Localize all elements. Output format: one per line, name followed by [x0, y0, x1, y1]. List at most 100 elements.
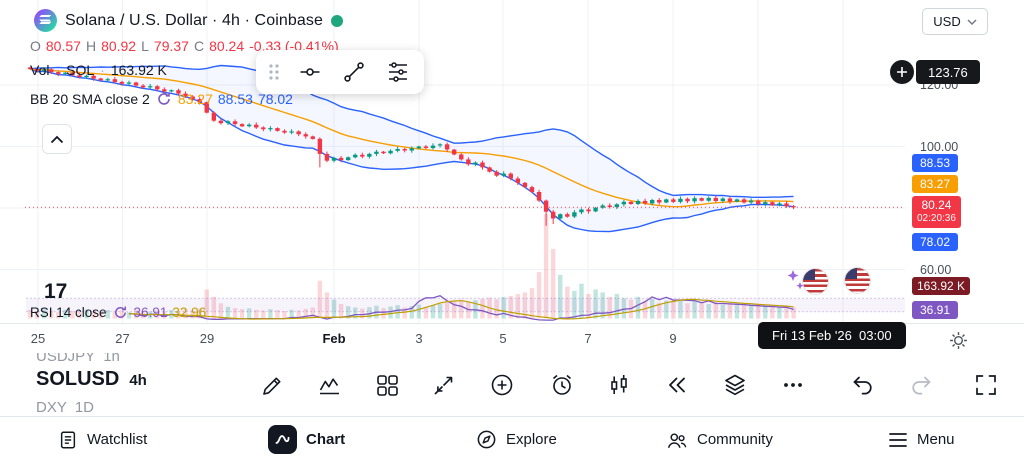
- indicators-button[interactable]: [314, 370, 344, 400]
- nav-explore-label: Explore: [506, 431, 557, 448]
- time-axis[interactable]: Fri 13 Feb '26 03:00 25 27 29 Feb 3 5 7 9: [0, 322, 1024, 353]
- indicator-sync-icon[interactable]: [112, 304, 129, 321]
- redo-button[interactable]: [906, 370, 936, 400]
- close-label: C: [193, 38, 205, 54]
- symbol-header[interactable]: Solana / U.S. Dollar · 4h · Coinbase: [34, 9, 343, 32]
- gear-icon: [949, 331, 967, 349]
- clipped-background-text: 17: [44, 280, 68, 303]
- draw-button[interactable]: [256, 370, 286, 400]
- nav-explore[interactable]: Explore: [476, 417, 557, 461]
- high-value: 80.92: [101, 38, 137, 54]
- nav-chart[interactable]: Chart: [268, 417, 345, 461]
- volume-symbol: SOL: [66, 62, 95, 78]
- volume-legend[interactable]: Vol · SOL · 163.92 K: [30, 62, 167, 78]
- object-tree-button[interactable]: [720, 370, 750, 400]
- add-button[interactable]: [487, 370, 517, 400]
- sparkle-event-icon[interactable]: [786, 268, 806, 294]
- add-alert-icon[interactable]: [890, 60, 914, 84]
- chart-icon: [268, 425, 297, 454]
- grid-layer: [0, 0, 905, 323]
- symbol-title: Solana / U.S. Dollar · 4h · Coinbase: [65, 11, 323, 29]
- symbol-carousel[interactable]: USDJPY 1h SOLUSD 4h DXY 1D: [36, 353, 226, 416]
- market-status-icon: [330, 14, 343, 27]
- rsi-ma-value: 32.96: [172, 305, 207, 320]
- chart-settings-button[interactable]: [946, 328, 970, 352]
- compass-icon: [477, 430, 496, 449]
- rsi-layer: [26, 294, 905, 321]
- compare-button[interactable]: [429, 370, 459, 400]
- solana-logo-icon: [34, 9, 57, 32]
- currency-value: USD: [933, 14, 961, 29]
- time-tick: 9: [669, 331, 677, 346]
- price-chart[interactable]: [0, 0, 1024, 330]
- time-tick: 3: [415, 331, 423, 346]
- trend-line-tool-button[interactable]: [340, 58, 368, 86]
- price-badge-bb-lower[interactable]: 78.02: [912, 233, 958, 251]
- volume-label: Vol: [30, 62, 50, 78]
- nav-chart-label: Chart: [306, 431, 346, 448]
- rsi-label: RSI 14 close: [30, 305, 107, 320]
- layout-grid-button[interactable]: [372, 370, 402, 400]
- horizontal-line-tool-button[interactable]: [296, 58, 324, 86]
- candles-layer: [27, 66, 796, 226]
- price-badge-bb-upper[interactable]: 88.53: [912, 154, 958, 172]
- indicator-sync-icon[interactable]: [155, 90, 173, 108]
- price-badge-rsi[interactable]: 36.91: [912, 301, 958, 319]
- nav-community[interactable]: Community: [666, 417, 773, 461]
- carousel-current-symbol[interactable]: SOLUSD 4h: [36, 368, 147, 390]
- chevron-up-icon: [50, 135, 64, 143]
- price-badge-last-price[interactable]: 80.24 02:20:36: [912, 196, 961, 228]
- more-button[interactable]: [778, 370, 808, 400]
- price-badge-bb-basis[interactable]: 83.27: [912, 175, 958, 193]
- fullscreen-button[interactable]: [971, 370, 1001, 400]
- low-label: L: [141, 38, 149, 54]
- hamburger-menu-icon: [889, 432, 907, 447]
- alerts-button[interactable]: [547, 370, 577, 400]
- carousel-prev-symbol[interactable]: USDJPY 1h: [36, 353, 120, 365]
- replay-button[interactable]: [662, 370, 692, 400]
- nav-menu-label: Menu: [917, 431, 955, 448]
- us-flag-event-icon[interactable]: [845, 268, 870, 293]
- undo-button[interactable]: [848, 370, 878, 400]
- crosshair-time-tooltip: Fri 13 Feb '26 03:00: [758, 322, 906, 349]
- bb-basis-value: 83.27: [177, 91, 213, 107]
- open-value: 80.57: [45, 38, 81, 54]
- time-tick: Feb: [322, 331, 346, 346]
- time-tick: 7: [584, 331, 592, 346]
- close-value: 80.24: [209, 38, 245, 54]
- bottom-navigation: Watchlist Chart Explore Community Menu: [0, 416, 1024, 461]
- chevron-down-icon: [967, 18, 977, 25]
- alert-price-badge[interactable]: 123.76: [890, 60, 980, 84]
- bollinger-legend[interactable]: BB 20 SMA close 2 83.27 88.53 78.02: [30, 90, 293, 108]
- price-axis-label: 60.00: [920, 262, 952, 277]
- rsi-value: 36.91: [133, 305, 168, 320]
- chart-toolbar: USDJPY 1h SOLUSD 4h DXY 1D: [0, 353, 1024, 416]
- collapse-legend-button[interactable]: [42, 124, 72, 154]
- price-badge-volume[interactable]: 163.92 K: [912, 277, 971, 295]
- drawing-toolbar[interactable]: [256, 50, 424, 94]
- currency-selector[interactable]: USD: [922, 8, 988, 35]
- bb-label: BB 20 SMA close 2: [30, 91, 150, 107]
- nav-watchlist-label: Watchlist: [87, 431, 148, 448]
- open-label: O: [30, 38, 41, 54]
- us-flag-event-icon[interactable]: [803, 269, 828, 294]
- watchlist-icon: [60, 431, 76, 448]
- price-axis-label: 100.00: [920, 139, 959, 154]
- alert-price-value: 123.76: [916, 60, 980, 84]
- bar-type-button[interactable]: [604, 370, 634, 400]
- carousel-next-symbol[interactable]: DXY 1D: [36, 399, 95, 416]
- nav-watchlist[interactable]: Watchlist: [58, 417, 147, 461]
- time-tick: 27: [115, 331, 130, 346]
- rsi-legend[interactable]: RSI 14 close 36.91 32.96: [30, 304, 206, 321]
- high-label: H: [85, 38, 97, 54]
- people-icon: [667, 432, 687, 448]
- drag-handle-icon[interactable]: [268, 63, 280, 81]
- volume-value: 163.92 K: [110, 62, 167, 78]
- price-axis[interactable]: 123.76 120.00 100.00 60.00 88.53 83.27 80.24 0…: [890, 0, 1024, 323]
- nav-menu[interactable]: Menu: [888, 417, 955, 461]
- time-tick: 25: [30, 331, 46, 346]
- parallel-lines-tool-button[interactable]: [384, 58, 412, 86]
- bb-lower-value: 78.02: [257, 91, 293, 107]
- bb-upper-value: 88.53: [217, 91, 253, 107]
